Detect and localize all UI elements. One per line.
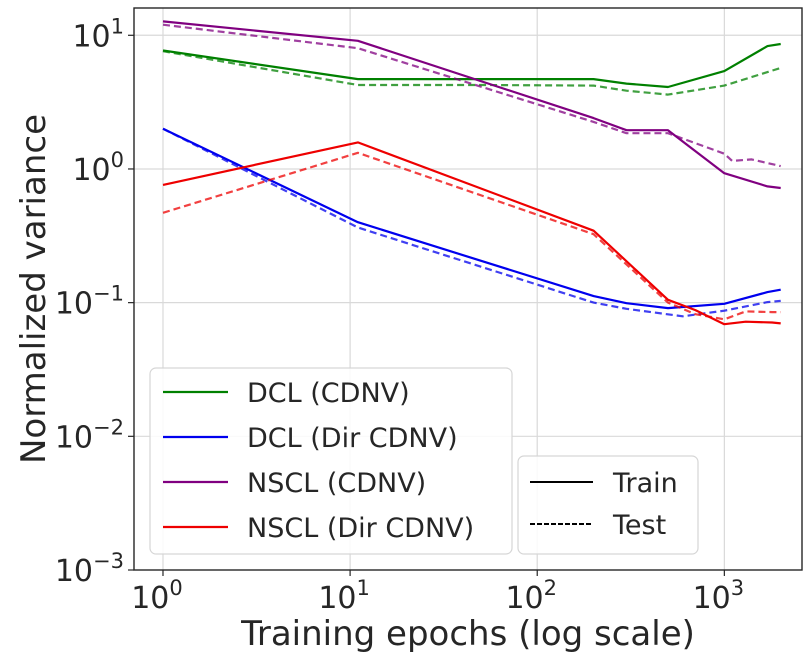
y-tick-label: 10−2 xyxy=(55,415,124,455)
legend-methods-box xyxy=(149,367,513,555)
legend-label-nscl-cdnv: NSCL (CDNV) xyxy=(247,468,426,499)
series-dcl-cdnv-train xyxy=(162,42,781,89)
x-axis-label: Training epochs (log scale) xyxy=(240,614,695,654)
x-tick-label: 100 xyxy=(131,576,183,616)
series-nscl-dir-cdnv-train xyxy=(162,141,781,326)
series-lines xyxy=(162,20,782,326)
legend-label-dcl-dir-cdnv: DCL (Dir CDNV) xyxy=(247,423,458,454)
x-tick-label: 101 xyxy=(318,576,370,616)
legend-split-box xyxy=(517,455,699,555)
y-tick-label: 100 xyxy=(72,148,124,188)
series-dcl-dir-cdnv-test xyxy=(162,127,781,318)
series-nscl-dir-cdnv-test xyxy=(162,151,781,321)
series-dcl-dir-cdnv-train xyxy=(162,127,781,310)
y-axis-ticks: 10−3 10−2 10−1 100 101 xyxy=(55,14,134,589)
y-axis-label: Normalized variance xyxy=(14,114,54,464)
x-tick-label: 103 xyxy=(693,576,745,616)
series-nscl-cdnv-test xyxy=(162,23,781,168)
x-tick-label: 102 xyxy=(505,576,557,616)
y-tick-label: 101 xyxy=(72,14,124,54)
legend-split: Train Test xyxy=(517,455,699,555)
x-axis-ticks: 100 101 102 103 xyxy=(131,570,744,616)
legend-label-test: Test xyxy=(612,510,666,541)
plot-frame xyxy=(133,7,803,571)
series-nscl-cdnv-train xyxy=(162,20,781,190)
legend-methods: DCL (CDNV) DCL (Dir CDNV) NSCL (CDNV) NSCL … xyxy=(149,367,513,555)
legend-label-dcl-cdnv: DCL (CDNV) xyxy=(247,378,410,409)
legend-label-train: Train xyxy=(612,468,678,499)
y-tick-label: 10−3 xyxy=(55,549,124,589)
y-tick-label: 10−1 xyxy=(55,282,124,322)
series-dcl-cdnv-test xyxy=(162,50,782,96)
legend-label-nscl-dir-cdnv: NSCL (Dir CDNV) xyxy=(247,513,474,544)
